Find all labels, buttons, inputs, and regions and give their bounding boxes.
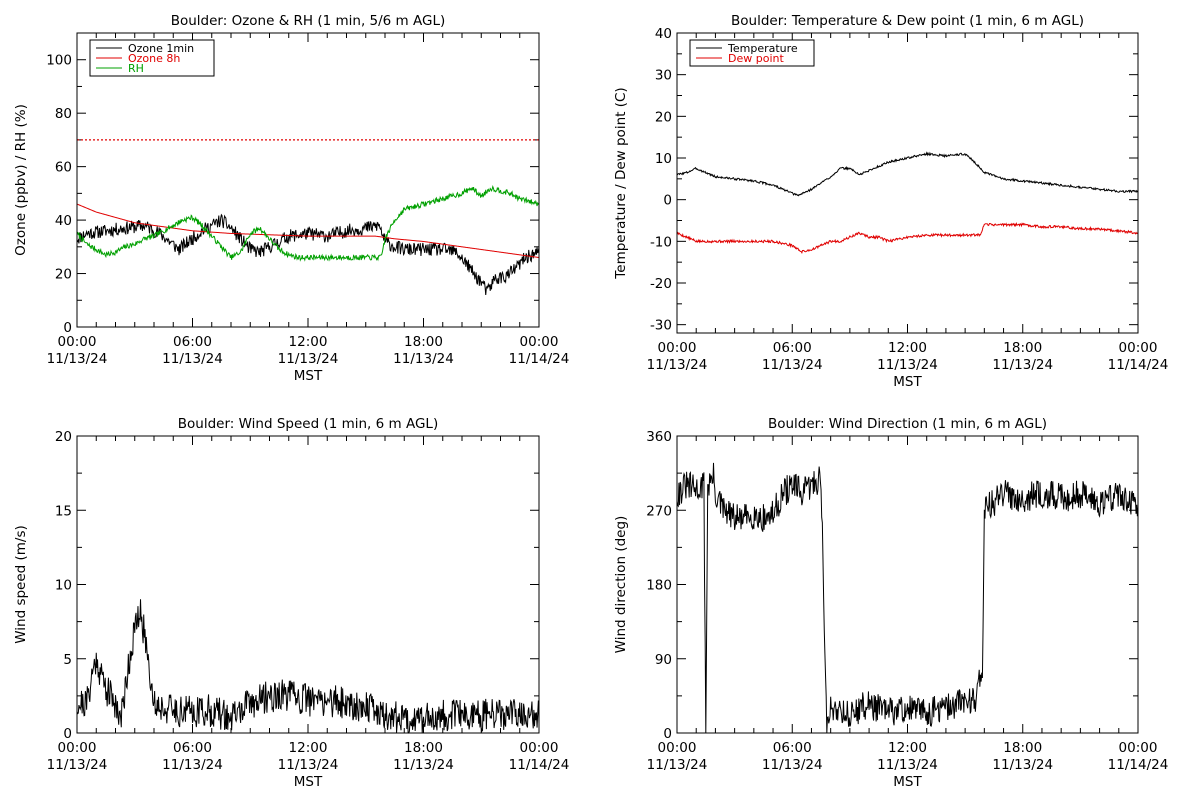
x-tick-time-label: 18:00 — [404, 740, 443, 756]
x-tick-time-label: 18:00 — [1003, 740, 1042, 756]
x-tick-time-label: 00:00 — [1119, 740, 1158, 756]
y-tick-label: 15 — [55, 503, 72, 519]
x-tick-time-label: 00:00 — [1119, 340, 1158, 356]
x-axis-label: MST — [294, 774, 323, 790]
x-tick-time-label: 18:00 — [404, 334, 443, 350]
x-tick-date-label: 11/13/24 — [47, 351, 108, 367]
x-tick-date-label: 11/13/24 — [992, 757, 1053, 773]
series-line — [676, 221, 1139, 255]
x-tick-date-label: 11/13/24 — [762, 757, 823, 773]
plot-frame — [676, 32, 1139, 334]
y-tick-label: 20 — [655, 109, 672, 125]
x-tick-time-label: 18:00 — [1003, 340, 1042, 356]
y-tick-label: 270 — [646, 503, 672, 519]
x-tick-date-label: 11/13/24 — [992, 357, 1053, 373]
x-tick-date-label: 11/13/24 — [278, 351, 339, 367]
chart-title: Boulder: Temperature & Dew point (1 min,… — [731, 13, 1084, 29]
y-tick-label: 0 — [63, 726, 72, 742]
y-tick-label: 30 — [655, 68, 672, 84]
x-axis-label: MST — [893, 774, 922, 790]
y-tick-label: -30 — [650, 318, 672, 334]
y-axis-label: Ozone (ppbv) / RH (%) — [13, 104, 29, 256]
series-line — [676, 462, 1139, 734]
y-axis-label: Wind direction (deg) — [613, 516, 629, 654]
y-axis-label: Wind speed (m/s) — [13, 525, 29, 644]
x-tick-time-label: 00:00 — [520, 740, 559, 756]
chart-title: Boulder: Ozone & RH (1 min, 5/6 m AGL) — [171, 13, 446, 29]
y-tick-label: 90 — [655, 652, 672, 668]
x-tick-time-label: 00:00 — [520, 334, 559, 350]
plot-frame — [76, 32, 540, 328]
ozone-rh-chart: Boulder: Ozone & RH (1 min, 5/6 m AGL) Oz… — [13, 13, 569, 384]
y-tick-label: 5 — [63, 652, 72, 668]
x-tick-date-label: 11/14/24 — [509, 757, 570, 773]
y-tick-label: 20 — [55, 267, 72, 283]
x-tick-date-label: 11/14/24 — [1108, 757, 1169, 773]
legend-box — [689, 39, 815, 67]
series-line — [76, 213, 540, 296]
x-tick-time-label: 06:00 — [773, 740, 812, 756]
plot-frame — [76, 435, 540, 734]
y-tick-label: 180 — [646, 578, 672, 594]
x-tick-time-label: 00:00 — [658, 740, 697, 756]
legend-label: Ozone 8h — [128, 52, 180, 65]
x-tick-date-label: 11/13/24 — [393, 757, 454, 773]
y-tick-label: 10 — [55, 578, 72, 594]
y-tick-label: 60 — [55, 160, 72, 176]
x-tick-time-label: 00:00 — [658, 340, 697, 356]
wind-direction-chart: Boulder: Wind Direction (1 min, 6 m AGL)… — [613, 416, 1168, 790]
legend-label: Temperature — [727, 42, 798, 55]
x-tick-date-label: 11/13/24 — [393, 351, 454, 367]
wind-speed-chart: Boulder: Wind Speed (1 min, 6 m AGL) Wind… — [13, 416, 569, 790]
y-tick-label: 80 — [55, 106, 72, 122]
x-tick-time-label: 00:00 — [58, 334, 97, 350]
x-axis-label: MST — [294, 368, 323, 384]
x-tick-time-label: 12:00 — [289, 740, 328, 756]
x-tick-time-label: 06:00 — [173, 740, 212, 756]
legend-label: RH — [128, 62, 144, 75]
y-tick-label: -20 — [650, 276, 672, 292]
y-tick-label: 0 — [663, 726, 672, 742]
x-tick-date-label: 11/13/24 — [647, 357, 708, 373]
chart-title: Boulder: Wind Direction (1 min, 6 m AGL) — [768, 416, 1047, 432]
x-tick-time-label: 12:00 — [888, 740, 927, 756]
series-line — [76, 185, 540, 262]
x-tick-time-label: 12:00 — [888, 340, 927, 356]
plot-frame — [676, 435, 1139, 734]
x-tick-time-label: 12:00 — [289, 334, 328, 350]
x-tick-date-label: 11/14/24 — [509, 351, 570, 367]
x-tick-date-label: 11/13/24 — [647, 757, 708, 773]
legend-label: Dew point — [728, 52, 784, 65]
y-tick-label: 360 — [646, 429, 672, 445]
x-tick-date-label: 11/14/24 — [1108, 357, 1169, 373]
x-tick-date-label: 11/13/24 — [47, 757, 108, 773]
x-tick-date-label: 11/13/24 — [877, 357, 938, 373]
y-tick-label: 10 — [655, 151, 672, 167]
y-tick-label: -10 — [650, 234, 672, 250]
x-axis-label: MST — [893, 374, 922, 390]
temperature-dewpoint-chart: Boulder: Temperature & Dew point (1 min,… — [613, 13, 1168, 390]
x-tick-time-label: 00:00 — [58, 740, 97, 756]
x-tick-time-label: 06:00 — [173, 334, 212, 350]
x-tick-time-label: 06:00 — [773, 340, 812, 356]
x-tick-date-label: 11/13/24 — [162, 757, 223, 773]
y-tick-label: 100 — [46, 53, 72, 69]
x-tick-date-label: 11/13/24 — [877, 757, 938, 773]
series-line — [76, 203, 540, 259]
x-tick-date-label: 11/13/24 — [278, 757, 339, 773]
chart-title: Boulder: Wind Speed (1 min, 6 m AGL) — [178, 416, 438, 432]
y-tick-label: 40 — [655, 26, 672, 42]
x-tick-date-label: 11/13/24 — [762, 357, 823, 373]
y-tick-label: 20 — [55, 429, 72, 445]
y-tick-label: 0 — [63, 320, 72, 336]
x-tick-date-label: 11/13/24 — [162, 351, 223, 367]
y-tick-label: 0 — [663, 193, 672, 209]
y-tick-label: 40 — [55, 213, 72, 229]
series-line — [76, 599, 540, 734]
legend-label: Ozone 1min — [128, 42, 194, 55]
series-line — [676, 151, 1139, 197]
y-axis-label: Temperature / Dew point (C) — [613, 87, 629, 279]
